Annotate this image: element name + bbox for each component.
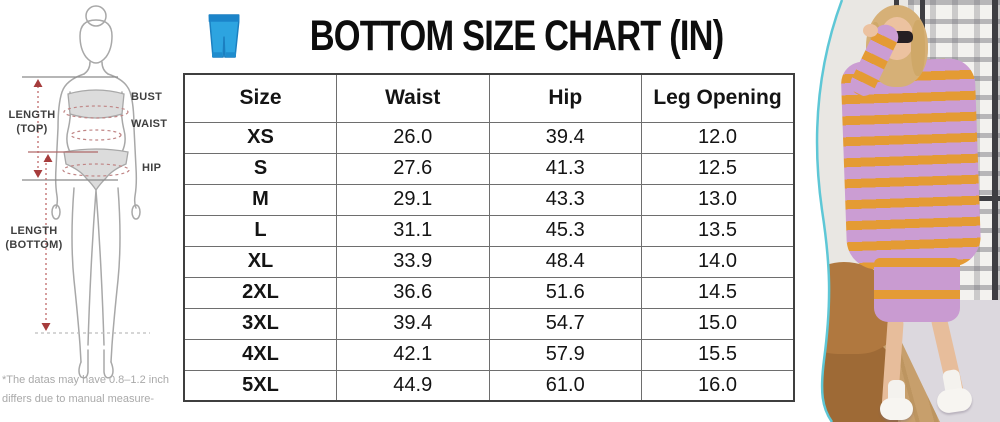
hip-value: 41.3 <box>488 152 642 185</box>
leg-opening-value: 14.0 <box>641 245 795 278</box>
hip-value: 57.9 <box>488 338 642 371</box>
hair-strand <box>911 20 925 76</box>
table-header-row: Size Waist Hip Leg Opening <box>183 73 795 123</box>
waist-value: 29.1 <box>336 183 490 216</box>
size-value: XS <box>183 121 337 154</box>
hip-value: 51.6 <box>488 276 642 309</box>
table-row: L 31.1 45.3 13.5 <box>183 214 795 247</box>
measurement-diagram: LENGTH (TOP) LENGTH (BOTTOM) BUST WAIST … <box>0 0 185 422</box>
page-title: BOTTOM SIZE CHART (IN) <box>309 11 724 60</box>
table-row: 4XL 42.1 57.9 15.5 <box>183 338 795 371</box>
header-hip: Hip <box>488 73 642 123</box>
size-value: 2XL <box>183 276 337 309</box>
hip-value: 43.3 <box>488 183 642 216</box>
hip-value: 48.4 <box>488 245 642 278</box>
photo-edge-swoosh <box>808 0 844 422</box>
waist-value: 31.1 <box>336 214 490 247</box>
leg-opening-value: 12.5 <box>641 152 795 185</box>
size-value: M <box>183 183 337 216</box>
waist-value: 26.0 <box>336 121 490 154</box>
size-value: 3XL <box>183 307 337 340</box>
hip-value: 45.3 <box>488 214 642 247</box>
length-bottom-label: LENGTH (BOTTOM) <box>5 225 63 251</box>
leg-opening-value: 16.0 <box>641 369 795 402</box>
leg-opening-value: 13.0 <box>641 183 795 216</box>
table-row: XS 26.0 39.4 12.0 <box>183 121 795 154</box>
model-photo <box>808 0 1000 422</box>
chart-header: BOTTOM SIZE CHART (IN) <box>183 6 795 66</box>
table-row: 5XL 44.9 61.0 16.0 <box>183 369 795 402</box>
header-waist: Waist <box>336 73 490 123</box>
size-table-container: Size Waist Hip Leg Opening XS 26.0 39.4 … <box>183 73 795 402</box>
waist-value: 36.6 <box>336 276 490 309</box>
bust-label: BUST <box>131 91 163 103</box>
waist-value: 39.4 <box>336 307 490 340</box>
hip-value: 54.7 <box>488 307 642 340</box>
waist-value: 27.6 <box>336 152 490 185</box>
hip-label: HIP <box>142 162 162 174</box>
waist-value: 33.9 <box>336 245 490 278</box>
window-frame <box>992 0 998 308</box>
leg-opening-value: 15.5 <box>641 338 795 371</box>
hip-value: 61.0 <box>488 369 642 402</box>
table-row: S 27.6 41.3 12.5 <box>183 152 795 185</box>
hip-value: 39.4 <box>488 121 642 154</box>
waist-value: 42.1 <box>336 338 490 371</box>
striped-shorts <box>874 258 960 322</box>
table-row: M 29.1 43.3 13.0 <box>183 183 795 216</box>
leg-opening-value: 14.5 <box>641 276 795 309</box>
size-chart-table: Size Waist Hip Leg Opening XS 26.0 39.4 … <box>183 73 795 402</box>
model-hand <box>863 24 878 37</box>
size-value: 4XL <box>183 338 337 371</box>
table-row: 3XL 39.4 54.7 15.0 <box>183 307 795 340</box>
length-top-label: LENGTH (TOP) <box>8 109 56 135</box>
leg-opening-value: 15.0 <box>641 307 795 340</box>
body-outline-figure <box>22 5 150 379</box>
measurement-disclaimer: *The datas may have 0.8–1.2 inch differs… <box>2 374 169 405</box>
table-row: XL 33.9 48.4 14.0 <box>183 245 795 278</box>
leg-opening-value: 13.5 <box>641 214 795 247</box>
size-value: XL <box>183 245 337 278</box>
size-value: 5XL <box>183 369 337 402</box>
waist-value: 44.9 <box>336 369 490 402</box>
waist-label: WAIST <box>131 118 168 130</box>
header-leg-opening: Leg Opening <box>641 73 795 123</box>
white-sneaker <box>880 398 913 420</box>
table-row: 2XL 36.6 51.6 14.5 <box>183 276 795 309</box>
size-value: L <box>183 214 337 247</box>
header-size: Size <box>183 73 337 123</box>
size-value: S <box>183 152 337 185</box>
jeans-icon <box>208 14 240 58</box>
leg-opening-value: 12.0 <box>641 121 795 154</box>
